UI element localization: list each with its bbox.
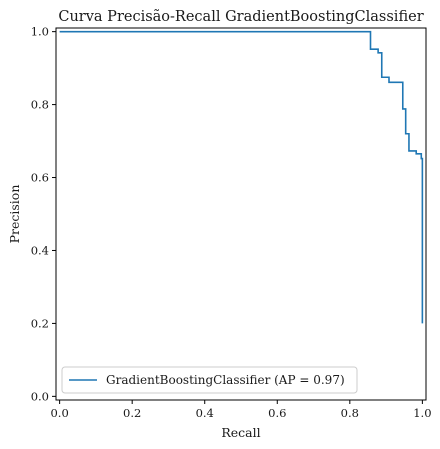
x-tick-label: 0.6 bbox=[268, 406, 286, 420]
x-axis: 0.0 0.2 0.4 0.6 0.8 1.0 bbox=[50, 400, 432, 420]
y-tick-label: 0.2 bbox=[31, 316, 49, 330]
legend-label: GradientBoostingClassifier (AP = 0.97) bbox=[106, 373, 345, 387]
y-axis-label: Precision bbox=[7, 185, 22, 244]
x-tick-label: 0.4 bbox=[196, 406, 214, 420]
plot-area-frame bbox=[55, 27, 427, 401]
x-tick-label: 0.0 bbox=[50, 406, 68, 420]
x-tick-label: 1.0 bbox=[413, 406, 431, 420]
y-tick-label: 0.6 bbox=[31, 171, 49, 185]
y-tick-label: 0.4 bbox=[31, 243, 49, 257]
series-layer bbox=[59, 30, 424, 324]
chart-title: Curva Precisão-Recall GradientBoostingCl… bbox=[58, 9, 423, 25]
y-tick-label: 1.0 bbox=[31, 25, 49, 39]
x-axis-label: Recall bbox=[221, 425, 260, 440]
legend-box bbox=[61, 366, 358, 394]
y-axis: 0.0 0.2 0.4 0.6 0.8 1.0 bbox=[31, 25, 56, 403]
x-tick-label: 0.2 bbox=[123, 406, 141, 420]
legend: GradientBoostingClassifier (AP = 0.97) bbox=[61, 366, 358, 394]
series-line-pr-curve bbox=[59, 30, 424, 324]
y-tick-label: 0.8 bbox=[31, 98, 49, 112]
x-tick-label: 0.8 bbox=[341, 406, 359, 420]
y-tick-label: 0.0 bbox=[31, 389, 49, 403]
